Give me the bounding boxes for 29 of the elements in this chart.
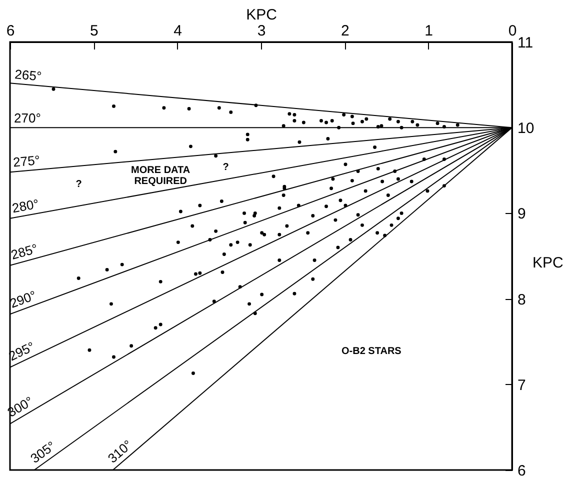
x-tick-label: 2 [340, 22, 350, 40]
x-tick-label: 4 [174, 22, 182, 40]
x-tick-label: 1 [424, 22, 434, 40]
x-axis-title: KPC [246, 6, 278, 24]
annotation: O-B2 STARS [342, 346, 402, 358]
y-axis-title: KPC [532, 254, 564, 272]
annotation: ? [222, 162, 229, 174]
x-tick-label: 6 [6, 22, 15, 40]
series-label: 270° [14, 110, 41, 126]
text: 305° [28, 438, 58, 466]
y-tick-label: 8 [518, 291, 526, 308]
text: 275° [12, 152, 41, 170]
text: 285° [9, 240, 40, 262]
annotation: MORE DATA REQUIRED [131, 165, 190, 188]
x-tick-label: 5 [90, 22, 98, 40]
y-tick-label: 10 [518, 120, 534, 138]
annotation: ? [76, 179, 82, 190]
text: 280° [10, 196, 40, 216]
x-tick-label: 0 [508, 22, 517, 40]
y-tick-label: 6 [518, 462, 526, 480]
text: 310° [104, 436, 136, 466]
text: 295° [6, 338, 38, 364]
text: 265° [14, 66, 42, 84]
text: 290° [8, 288, 38, 311]
x-tick-label: 3 [257, 22, 266, 40]
y-tick-label: 11 [518, 34, 534, 52]
y-tick-label: 7 [518, 376, 526, 394]
text: 300° [4, 393, 36, 420]
y-tick-label: 9 [518, 206, 526, 223]
